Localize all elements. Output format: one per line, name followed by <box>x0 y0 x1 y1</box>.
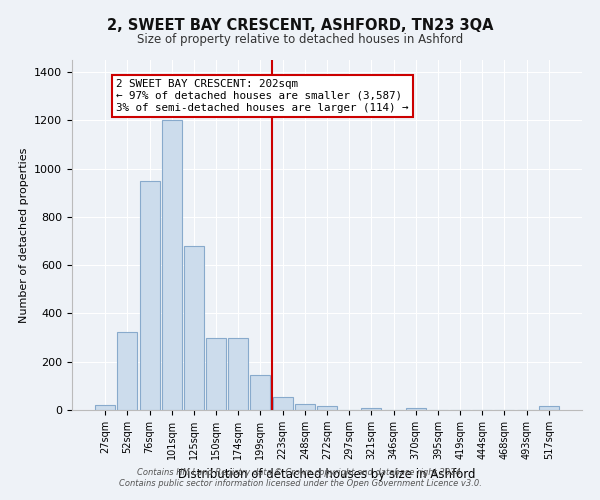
Text: 2, SWEET BAY CRESCENT, ASHFORD, TN23 3QA: 2, SWEET BAY CRESCENT, ASHFORD, TN23 3QA <box>107 18 493 32</box>
Bar <box>295 404 315 410</box>
Bar <box>317 406 337 410</box>
Text: Contains HM Land Registry data © Crown copyright and database right 2024.
Contai: Contains HM Land Registry data © Crown c… <box>119 468 481 487</box>
Bar <box>406 408 426 410</box>
Bar <box>539 406 559 410</box>
Bar <box>184 246 204 410</box>
Bar <box>206 338 226 410</box>
Y-axis label: Number of detached properties: Number of detached properties <box>19 148 29 322</box>
Bar <box>250 375 271 410</box>
Bar <box>361 408 382 410</box>
Bar <box>95 405 115 410</box>
X-axis label: Distribution of detached houses by size in Ashford: Distribution of detached houses by size … <box>178 468 476 480</box>
Text: 2 SWEET BAY CRESCENT: 202sqm
← 97% of detached houses are smaller (3,587)
3% of : 2 SWEET BAY CRESCENT: 202sqm ← 97% of de… <box>116 80 409 112</box>
Text: Size of property relative to detached houses in Ashford: Size of property relative to detached ho… <box>137 32 463 46</box>
Bar <box>118 332 137 410</box>
Bar <box>162 120 182 410</box>
Bar <box>228 338 248 410</box>
Bar <box>272 396 293 410</box>
Bar <box>140 180 160 410</box>
